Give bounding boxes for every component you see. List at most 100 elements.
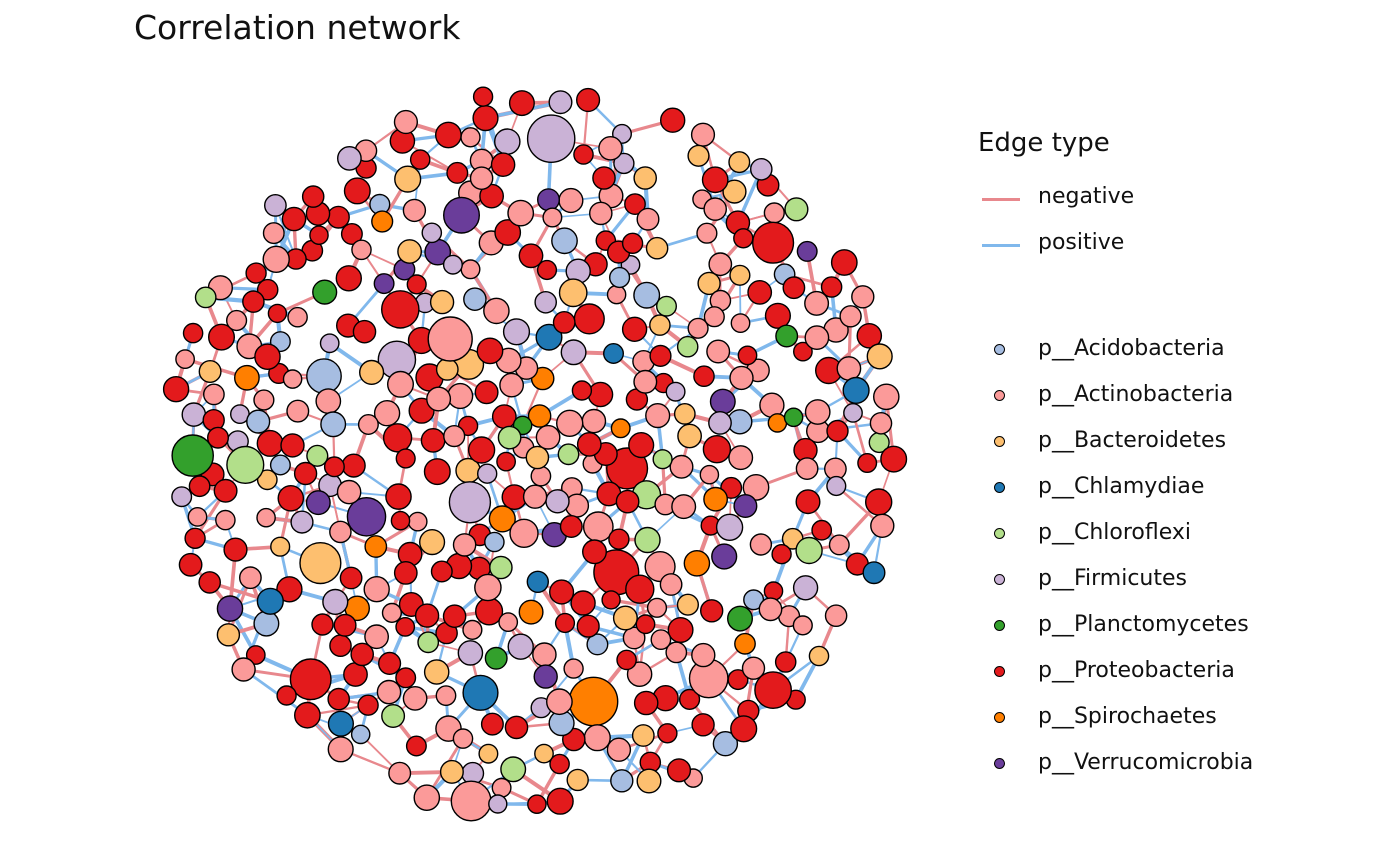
network-node [824, 604, 848, 628]
network-node [526, 114, 576, 163]
network-node [601, 590, 621, 610]
network-node [452, 533, 477, 557]
network-node [796, 240, 818, 262]
network-node [390, 510, 411, 531]
legend-label-positive: positive [1038, 230, 1125, 255]
network-node [414, 603, 440, 628]
network-node [491, 777, 512, 798]
network-node [187, 507, 208, 527]
network-node [857, 453, 878, 474]
network-node [764, 302, 791, 329]
network-node [628, 432, 655, 459]
network-node [329, 520, 352, 544]
network-node [559, 515, 583, 539]
network-node [223, 537, 248, 562]
legend-item-negative: negative [978, 184, 1338, 214]
legend-label-spirochaetes: p__Spirochaetes [1038, 704, 1217, 729]
network-node [795, 457, 819, 480]
network-node [683, 550, 711, 577]
network-node [537, 188, 561, 212]
network-node [706, 339, 731, 364]
network-node [442, 254, 463, 275]
network-node [293, 461, 318, 486]
network-node [633, 369, 658, 394]
network-node [467, 436, 496, 464]
network-node [730, 715, 758, 743]
network-node [703, 197, 728, 221]
network-node [712, 731, 739, 757]
network-node [351, 239, 372, 261]
network-node [335, 265, 362, 292]
network-node [839, 305, 862, 328]
network-node [194, 286, 217, 309]
network-node [253, 389, 275, 411]
network-node [610, 769, 634, 793]
network-node [534, 743, 554, 764]
network-node [646, 597, 668, 618]
network-node [792, 615, 813, 636]
network-node [622, 626, 646, 650]
network-node [676, 335, 699, 358]
network-node [665, 641, 688, 664]
network-node [733, 494, 758, 519]
network-node [804, 325, 830, 350]
network-node [568, 676, 619, 727]
network-node [508, 90, 535, 117]
legend-item-planctomycetes: p__Planctomycetes [978, 612, 1358, 642]
network-node [741, 656, 766, 680]
network-node [306, 358, 342, 394]
legend-label-actinobacteria: p__Actinobacteria [1038, 382, 1234, 407]
network-node [626, 661, 653, 688]
network-node [443, 196, 481, 234]
network-node [426, 386, 452, 412]
network-node [402, 198, 427, 223]
network-node [378, 651, 402, 675]
network-node [477, 463, 498, 484]
network-node [320, 411, 347, 438]
network-node [880, 445, 908, 473]
network-node [534, 290, 558, 314]
network-node [413, 784, 441, 812]
network-node [373, 400, 401, 427]
network-node [709, 388, 736, 415]
network-node [700, 599, 724, 623]
network-node [677, 423, 702, 449]
network-node [262, 222, 285, 245]
network-node [703, 306, 725, 328]
network-node [498, 612, 519, 632]
network-node [443, 425, 466, 448]
network-node [281, 206, 307, 232]
network-node [385, 483, 412, 510]
network-node [171, 434, 214, 477]
legend-item-bacteroidetes: p__Bacteroidetes [978, 428, 1358, 458]
network-node [554, 612, 576, 634]
network-node [509, 518, 539, 548]
network-node [729, 365, 754, 391]
network-node [299, 541, 342, 585]
network-node [448, 481, 492, 524]
network-node [496, 451, 516, 472]
network-node [276, 685, 297, 706]
network-node [730, 313, 751, 333]
network-node [851, 285, 875, 309]
network-node [754, 671, 792, 709]
network-node [552, 310, 576, 334]
network-node [381, 602, 402, 623]
network-node [737, 345, 758, 366]
network-node [254, 343, 281, 371]
network-node [621, 232, 644, 255]
network-node [649, 344, 672, 367]
network-node [830, 249, 858, 276]
legend-label-proteobacteria: p__Proteobacteria [1038, 658, 1235, 683]
network-node [346, 496, 387, 537]
network-node [795, 536, 823, 565]
network-node [747, 279, 773, 305]
network-node [751, 221, 795, 264]
chart-title: Correlation network [134, 8, 461, 47]
network-node [728, 445, 754, 471]
network-node [329, 634, 352, 658]
network-node [488, 794, 508, 814]
network-node [615, 489, 640, 514]
network-node [423, 458, 451, 486]
network-node [327, 736, 354, 763]
